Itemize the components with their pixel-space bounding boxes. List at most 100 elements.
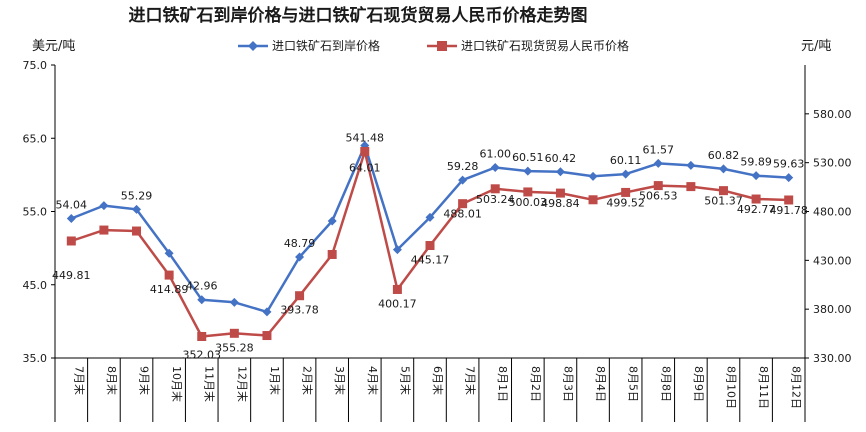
right-tick-label: 580.00 (813, 108, 852, 121)
x-category-label: 8月5日 (627, 366, 640, 402)
series-1-data-label: 61.00 (479, 148, 511, 161)
series-1-point (425, 212, 435, 222)
series-1-data-label: 59.89 (740, 156, 772, 169)
x-category-label: 5月末 (398, 366, 412, 395)
series-1-point (718, 164, 728, 174)
x-category-label: 8月3日 (561, 366, 574, 402)
legend-label-series-2: 进口铁矿石现货贸易人民币价格 (461, 38, 629, 53)
left-tick-label: 75.0 (23, 59, 48, 72)
right-tick-label: 380.00 (813, 303, 852, 316)
x-category-label: 8月10日 (724, 366, 737, 409)
series-2-point (653, 181, 663, 191)
x-category-label: 11月末 (203, 366, 217, 402)
series-2-data-label: 355.28 (215, 341, 254, 354)
series-2-data-label: 449.81 (52, 269, 91, 282)
x-category-label: 8月2日 (529, 366, 542, 402)
left-tick-label: 55.0 (23, 206, 48, 219)
series-2-point (555, 188, 565, 198)
x-category-label: 8月12日 (790, 366, 803, 409)
x-category-label: 1月末 (268, 366, 282, 395)
left-tick-label: 65.0 (23, 132, 48, 145)
series-2-data-label: 488.01 (443, 208, 482, 221)
series-2-data-label: 491.78 (769, 204, 808, 217)
series-1-point (490, 163, 500, 173)
series-1-point (751, 171, 761, 181)
series-1-point (686, 160, 696, 170)
series-2-data-label: 352.03 (182, 348, 221, 361)
series-2-data-label: 393.78 (280, 304, 319, 317)
series-1-data-label: 54.04 (56, 199, 88, 212)
x-category-label: 3月末 (333, 366, 347, 395)
series-1-point (392, 245, 402, 255)
series-1-point (653, 158, 663, 168)
legend-label-series-1: 进口铁矿石到岸价格 (272, 38, 380, 53)
x-category-label: 10月末 (170, 366, 184, 402)
series-2-point (523, 187, 533, 197)
series-2-data-label: 498.84 (541, 197, 580, 210)
x-category-label: 2月末 (301, 366, 315, 395)
series-1-data-label: 59.28 (447, 160, 479, 173)
series-2-point (718, 186, 728, 196)
x-category-label: 9月末 (138, 366, 152, 395)
series-1-data-label: 60.42 (545, 152, 577, 165)
x-category-label: 7月末 (72, 366, 86, 395)
series-1-point (784, 173, 794, 183)
series-1-data-label: 60.82 (708, 149, 740, 162)
series-2-point (132, 226, 142, 236)
series-1-point (621, 169, 631, 179)
series-2-point (66, 236, 76, 246)
series-1-data-label: 60.51 (512, 151, 544, 164)
right-tick-label: 330.00 (813, 352, 852, 365)
series-2-point (197, 331, 207, 341)
series-2-data-label: 506.53 (639, 190, 678, 203)
series-1-data-label: 48.79 (284, 237, 316, 250)
series-2-point (686, 182, 696, 192)
x-category-label: 12月末 (235, 366, 249, 402)
series-1-point (132, 204, 142, 214)
series-2-point (99, 225, 109, 235)
series-1-data-label: 60.11 (610, 154, 642, 167)
series-1-data-label: 59.63 (773, 158, 805, 171)
series-2-point (392, 284, 402, 294)
series-1-data-label: 64.01 (349, 162, 381, 175)
series-2-point (490, 184, 500, 194)
series-2-point (295, 291, 305, 301)
series-1-point (66, 214, 76, 224)
left-tick-label: 35.0 (23, 352, 48, 365)
series-1-data-label: 55.29 (121, 189, 153, 202)
x-category-label: 4月末 (366, 366, 380, 395)
series-2-point (262, 331, 272, 341)
series-1-data-label: 42.96 (186, 280, 218, 293)
series-2-point (229, 328, 239, 338)
left-tick-label: 45.0 (23, 279, 48, 292)
series-2-point (425, 241, 435, 251)
series-2-data-label: 500.03 (509, 196, 548, 209)
series-1-point (458, 175, 468, 185)
series-1-point (99, 201, 109, 211)
x-category-label: 7月末 (464, 366, 478, 395)
series-1-point (295, 252, 305, 262)
series-2-data-label: 492.77 (737, 203, 776, 216)
series-1-point (523, 166, 533, 176)
series-2-point (327, 249, 337, 259)
series-2-point (164, 270, 174, 280)
series-1-point (262, 307, 272, 317)
x-category-label: 8月9日 (692, 366, 705, 402)
series-1-point (164, 248, 174, 258)
series-2-data-label: 541.48 (346, 131, 385, 144)
series-2-point (360, 146, 370, 156)
series-2-data-label: 414.89 (150, 283, 189, 296)
legend: 进口铁矿石到岸价格 进口铁矿石现货贸易人民币价格 (238, 38, 629, 53)
series-1-point (327, 216, 337, 226)
series-2-point (784, 195, 794, 205)
series-2-data-label: 503.24 (476, 193, 515, 206)
left-axis-unit: 美元/吨 (32, 39, 75, 54)
series-1-point (229, 297, 239, 307)
x-category-label: 6月末 (431, 366, 445, 395)
series-1-data-label: 61.57 (643, 143, 675, 156)
series-2-point (751, 194, 761, 204)
series-1-point (555, 167, 565, 177)
series-2-point (621, 187, 631, 197)
right-tick-label: 430.00 (813, 254, 852, 267)
series-2-data-label: 501.37 (704, 195, 743, 208)
